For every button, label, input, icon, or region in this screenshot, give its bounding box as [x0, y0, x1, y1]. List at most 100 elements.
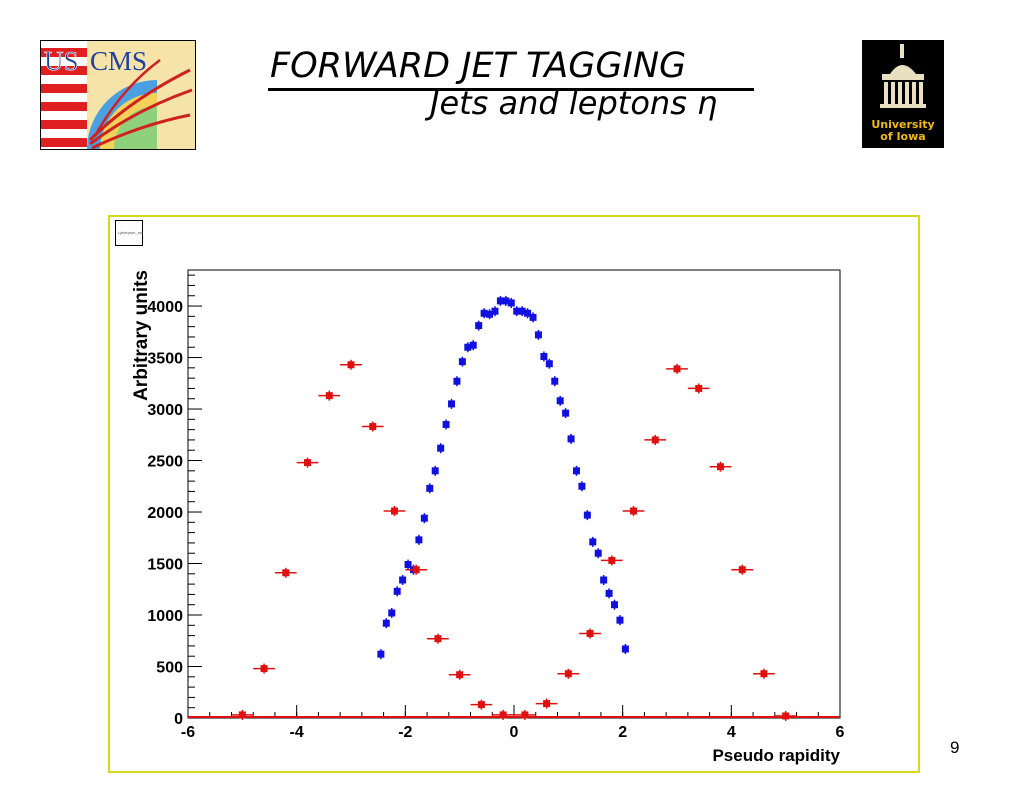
stat-box-label: Ljetlepton_eta: [118, 230, 144, 235]
logo-cms-text: CMS: [90, 46, 147, 76]
stat-box: Ljetlepton_eta: [115, 220, 143, 246]
x-tick-label: 2: [618, 724, 627, 741]
data-point: [393, 587, 401, 595]
data-point: [431, 467, 439, 475]
x-tick-label: -4: [290, 724, 304, 741]
university-of-iowa-logo: University of Iowa: [862, 40, 944, 148]
data-point: [529, 313, 537, 321]
y-tick-label: 4000: [147, 299, 183, 316]
x-tick-label: 6: [836, 724, 845, 741]
data-point: [496, 297, 504, 305]
data-point: [594, 549, 602, 557]
data-point: [651, 436, 659, 444]
y-tick-label: 3000: [147, 402, 183, 419]
data-point: [442, 420, 450, 428]
page-number: 9: [950, 738, 960, 757]
data-point: [456, 671, 464, 679]
data-point: [716, 463, 724, 471]
data-point: [399, 576, 407, 584]
logo-us-text: US: [44, 46, 79, 76]
x-tick-label: -6: [181, 724, 195, 741]
data-point: [572, 467, 580, 475]
data-point: [426, 484, 434, 492]
data-point: [545, 360, 553, 368]
data-point: [388, 609, 396, 617]
data-point: [738, 566, 746, 574]
data-point: [282, 569, 290, 577]
data-point: [304, 459, 312, 467]
old-capitol-icon: University of Iowa: [871, 44, 935, 143]
data-point: [583, 511, 591, 519]
data-point: [382, 619, 390, 627]
data-point: [540, 353, 548, 361]
data-point: [589, 538, 597, 546]
data-point: [420, 514, 428, 522]
data-point: [486, 310, 494, 318]
slide-title: FORWARD JET TAGGING: [270, 46, 687, 86]
data-point: [551, 377, 559, 385]
plot-area-border: [187, 269, 841, 719]
data-point: [434, 635, 442, 643]
x-axis-label: Pseudo rapidity: [712, 746, 840, 765]
data-point: [480, 309, 488, 317]
data-point: [475, 322, 483, 330]
data-point: [760, 670, 768, 678]
data-point: [630, 507, 638, 515]
y-axis-label: Arbitrary units: [131, 270, 152, 401]
data-point: [611, 601, 619, 609]
y-tick-label: 3500: [147, 351, 183, 368]
data-point: [437, 444, 445, 452]
data-point: [518, 307, 526, 315]
data-point: [377, 650, 385, 658]
data-point: [578, 482, 586, 490]
data-point: [562, 409, 570, 417]
data-point: [499, 711, 507, 719]
logo-iowa-line1: University: [871, 118, 934, 131]
data-point: [782, 712, 790, 720]
data-point: [347, 361, 355, 369]
y-tick-label: 1000: [147, 608, 183, 625]
data-point: [600, 576, 608, 584]
data-point: [605, 589, 613, 597]
slide-subtitle: Jets and leptons η: [430, 84, 718, 122]
data-point: [453, 377, 461, 385]
data-point: [507, 299, 515, 307]
data-point: [412, 566, 420, 574]
data-point: [238, 711, 246, 719]
x-tick-label: -2: [398, 724, 412, 741]
data-point: [415, 536, 423, 544]
data-point: [390, 507, 398, 515]
data-point: [673, 365, 681, 373]
y-tick-label: 0: [174, 711, 183, 728]
data-point: [567, 435, 575, 443]
data-point: [491, 307, 499, 315]
y-tick-label: 1500: [147, 557, 183, 574]
y-tick-label: 500: [156, 660, 183, 677]
title-underline: [268, 88, 754, 91]
data-point: [369, 423, 377, 431]
data-point: [521, 711, 529, 719]
us-cms-logo: US CMS: [40, 40, 196, 150]
x-tick-label: 4: [727, 724, 736, 741]
data-point: [621, 645, 629, 653]
data-point: [534, 331, 542, 339]
data-point: [564, 670, 572, 678]
data-point: [448, 400, 456, 408]
y-tick-label: 2500: [147, 454, 183, 471]
data-point: [464, 343, 472, 351]
data-point: [502, 297, 510, 305]
data-point: [556, 397, 564, 405]
data-point: [695, 384, 703, 392]
y-tick-label: 2000: [147, 505, 183, 522]
x-tick-label: 0: [510, 724, 519, 741]
data-point: [260, 665, 268, 673]
data-point: [586, 630, 594, 638]
data-point: [404, 561, 412, 569]
data-point: [543, 700, 551, 708]
data-point: [469, 341, 477, 349]
data-point: [458, 358, 466, 366]
data-point: [325, 392, 333, 400]
data-point: [616, 616, 624, 624]
data-point: [608, 556, 616, 564]
